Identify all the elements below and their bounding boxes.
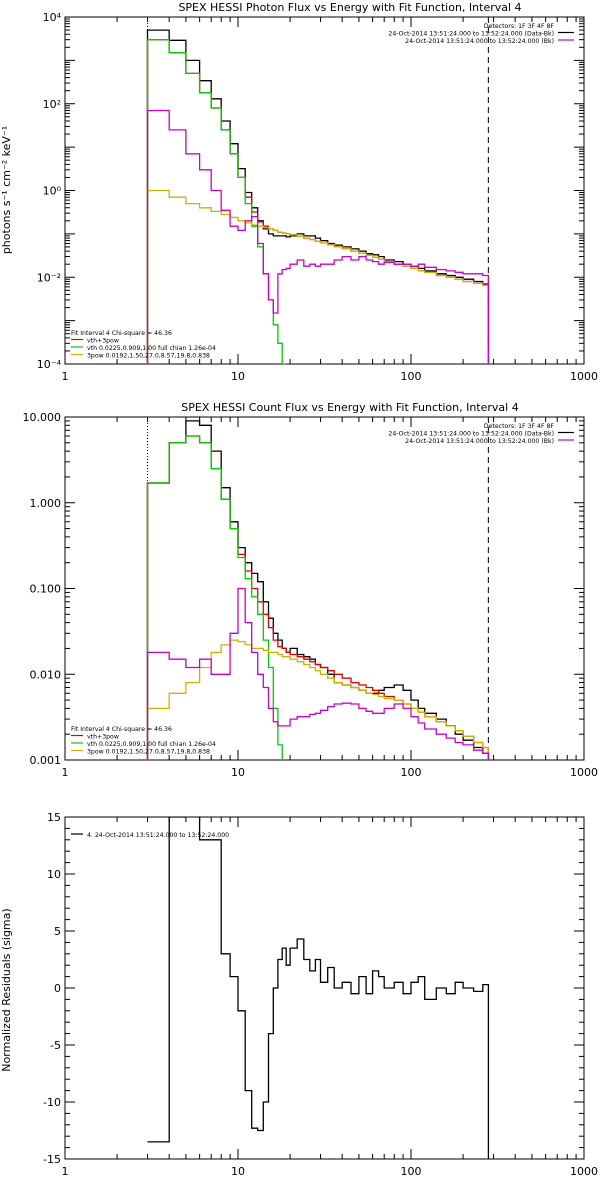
photon-flux-title: SPEX HESSI Photon Flux vs Energy with Fi…: [178, 1, 521, 14]
legend-text: 4. 24-Oct-2014 13:51:24.000 to 13:52:24.…: [87, 832, 229, 839]
plot-frame: [64, 816, 585, 1160]
y-tick-label: 15: [47, 811, 61, 824]
y-tick-label: 0.001: [30, 754, 62, 767]
series-group: [147, 817, 490, 1159]
plot-frame: [64, 16, 585, 365]
legend-text: 3pow 0.0192,1.50,27.0,8.57,19.8,0.838: [87, 353, 210, 360]
x-tick-label: 10: [231, 370, 245, 383]
legend-text: 24-Oct-2014 13:51:24.000 to 13:52:24.000…: [388, 31, 554, 38]
legend-text: Fit Interval 4 Chi-square = 46.36: [71, 726, 172, 733]
y-tick-label: 10⁻⁴: [37, 358, 62, 371]
series-residuals: [147, 817, 490, 1159]
legend-text: vth 0.0225,0.909,1.00 full chian 1.26e-0…: [87, 741, 216, 748]
y-tick-label: 10.000: [23, 411, 62, 424]
plot-frame: [64, 416, 585, 761]
photon-flux-y-axis-label: photons s⁻¹ cm⁻² keV⁻¹: [0, 126, 13, 254]
legend-text: vth 0.0225,0.909,1.00 full chian 1.26e-0…: [87, 345, 216, 352]
x-tick-label: 10: [231, 1165, 245, 1178]
legend-text: Detectors: 1F 3F 4F 8F: [484, 423, 555, 430]
residuals-panel: Normalized Residuals (sigma) 1 10 100 1000-…: [0, 811, 598, 1178]
y-tick-label: 10⁰: [43, 185, 62, 198]
series-vth-3pow: [146, 435, 490, 760]
count-flux-title: SPEX HESSI Count Flux vs Energy with Fit…: [181, 401, 518, 414]
y-tick-label: 0.010: [30, 668, 62, 681]
legend-text: Fit Interval 4 Chi-square = 46.36: [71, 330, 172, 337]
series-bk: [146, 587, 490, 760]
x-tick-label: 10: [231, 766, 245, 779]
residuals-y-axis-label: Normalized Residuals (sigma): [0, 908, 13, 1071]
series-vth: [146, 39, 287, 364]
series-group: [146, 420, 490, 760]
series-3pow: [146, 189, 490, 364]
x-tick-label: 100: [401, 370, 422, 383]
series-data-bk: [146, 29, 490, 364]
legend-text: 24-Oct-2014 13:51:24.000 to 13:52:24.000…: [388, 431, 554, 438]
y-tick-label: 0.100: [30, 583, 62, 596]
legend-text: 3pow 0.0192,1.50,27.0,8.57,19.8,0.838: [87, 749, 210, 756]
y-tick-label: 1.000: [30, 497, 62, 510]
y-tick-label: 5: [54, 925, 61, 938]
series-3pow: [146, 639, 490, 760]
x-tick-label: 1000: [570, 1165, 598, 1178]
legend-text: 24-Oct-2014 13:51:24.000 to 13:52:24.000…: [405, 438, 554, 445]
legend-text: vth+3pow: [87, 338, 119, 345]
series-vth: [146, 435, 283, 760]
y-tick-label: -15: [43, 1153, 61, 1166]
count-flux-panel: SPEX HESSI Count Flux vs Energy with Fit…: [23, 401, 599, 779]
y-tick-label: 10⁴: [43, 11, 62, 24]
series-vth-3pow: [146, 39, 490, 364]
y-tick-label: 0: [54, 982, 61, 995]
y-tick-label: 10²: [43, 98, 61, 111]
y-tick-label: -5: [50, 1039, 61, 1052]
legend-text: vth+3pow: [87, 734, 119, 741]
x-tick-label: 1: [62, 766, 69, 779]
x-tick-label: 100: [401, 766, 422, 779]
x-tick-label: 1000: [570, 766, 598, 779]
x-tick-label: 1: [62, 370, 69, 383]
series-bk: [146, 109, 490, 364]
x-tick-label: 100: [401, 1165, 422, 1178]
x-tick-label: 1000: [570, 370, 598, 383]
legend-text: 24-Oct-2014 13:51:24.000 to 13:52:24.000…: [405, 38, 554, 45]
legend-text: Detectors: 1F 3F 4F 8F: [484, 23, 555, 30]
x-tick-label: 1: [62, 1165, 69, 1178]
series-group: [146, 29, 490, 364]
photon-flux-panel: SPEX HESSI Photon Flux vs Energy with Fi…: [0, 1, 598, 383]
y-tick-label: -10: [43, 1096, 61, 1109]
y-tick-label: 10: [47, 868, 61, 881]
y-tick-label: 10⁻²: [37, 271, 61, 284]
